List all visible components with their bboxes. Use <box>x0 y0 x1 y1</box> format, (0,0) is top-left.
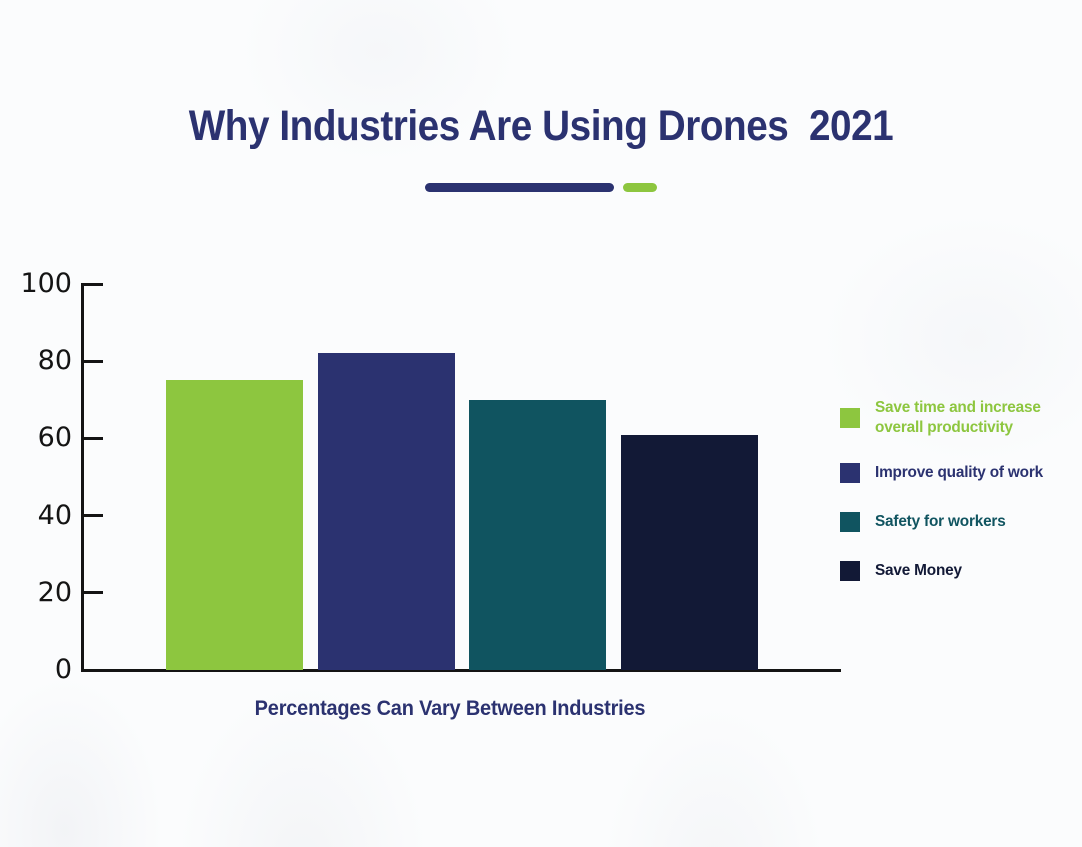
y-tick-label: 60 <box>37 422 72 453</box>
bar-1 <box>166 380 303 670</box>
page-title: Why Industries Are Using Drones 2021 <box>188 102 894 150</box>
legend-item-3: Safety for workers <box>840 507 1067 537</box>
y-tick-label: 80 <box>37 345 72 376</box>
divider-dash-green <box>623 183 657 192</box>
legend-swatch <box>840 512 860 532</box>
y-axis-line <box>81 283 84 672</box>
legend-label: Improve quality of work <box>875 464 1043 481</box>
x-axis-caption: Percentages Can Vary Between Industries <box>254 697 646 720</box>
divider-line-navy <box>425 183 614 192</box>
bar-3 <box>469 400 606 670</box>
y-tick <box>84 360 103 363</box>
legend-item-4: Save Money <box>840 556 1067 586</box>
bar-2 <box>318 353 455 670</box>
title-divider <box>0 183 1082 192</box>
y-tick <box>84 437 103 440</box>
x-axis-line <box>81 669 841 672</box>
y-tick-label: 100 <box>20 268 72 299</box>
y-tick-label: 40 <box>37 500 72 531</box>
legend-item-2: Improve quality of work <box>840 458 1067 488</box>
legend-swatch <box>840 408 860 428</box>
bar-4 <box>621 435 758 670</box>
legend-item-1: Save time and increase overall productiv… <box>840 398 1067 438</box>
y-tick-label: 20 <box>37 577 72 608</box>
y-tick-label: 0 <box>54 654 72 685</box>
legend-label: Save Money <box>875 562 962 579</box>
legend-swatch <box>840 561 860 581</box>
y-tick <box>84 283 103 286</box>
legend-label: Safety for workers <box>875 513 1006 530</box>
y-tick <box>84 591 103 594</box>
legend-label: Save time and increase overall productiv… <box>875 399 1041 436</box>
y-tick <box>84 514 103 517</box>
legend-swatch <box>840 463 860 483</box>
